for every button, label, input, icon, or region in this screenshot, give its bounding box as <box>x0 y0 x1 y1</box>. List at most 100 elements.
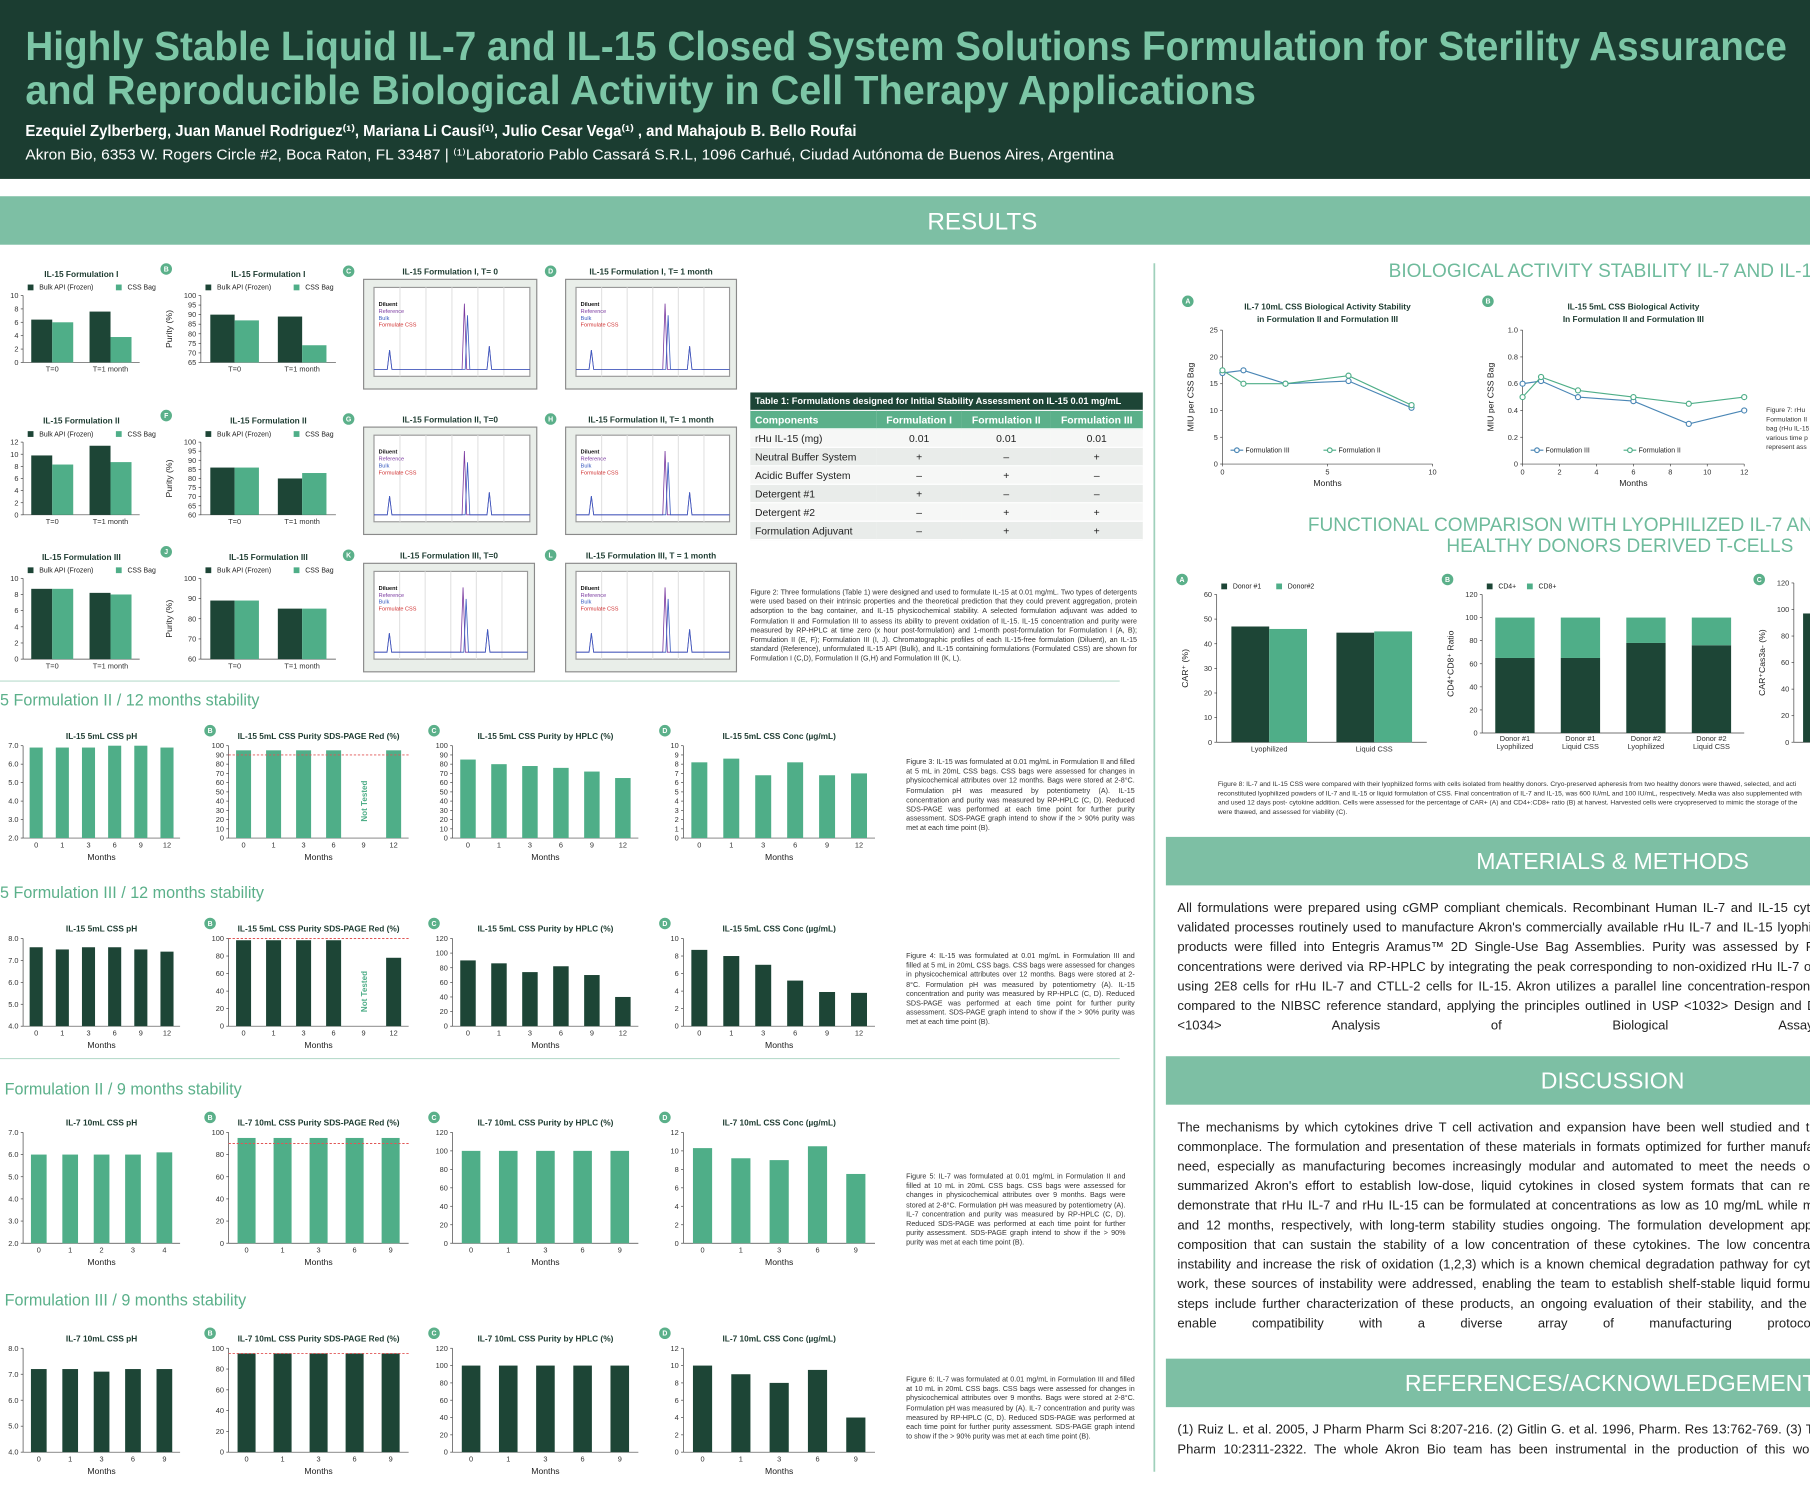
x-tick-label: Lyophilized <box>1628 742 1665 751</box>
x-tick-label: Donor #1 <box>1500 734 1530 743</box>
y-tick-label: 25 <box>1210 326 1218 335</box>
y-tick-label: 40 <box>216 1406 224 1415</box>
references-text: (1) Ruiz L. et al. 2005, J Pharm Pharm S… <box>1177 1423 1810 1438</box>
panel-letter: H <box>548 416 553 423</box>
y-tick-label: 60 <box>216 1172 224 1181</box>
x-tick-label: 2 <box>1557 467 1561 476</box>
bar <box>52 588 74 660</box>
panel-letter: B <box>164 266 169 273</box>
bar <box>498 1150 518 1244</box>
table-cell: + <box>1050 447 1143 467</box>
y-tick-label: 20 <box>216 815 224 824</box>
y-tick-label: 100 <box>436 1361 448 1370</box>
x-tick-label: Liquid CSS <box>1693 742 1730 751</box>
legend-swatch <box>293 431 300 437</box>
y-tick-label: 60 <box>1204 590 1212 599</box>
chromatogram-legend: Reference <box>379 593 405 599</box>
legend-swatch <box>27 567 34 574</box>
x-tick-label: 1 <box>281 1454 285 1463</box>
legend-marker <box>1627 447 1633 454</box>
panel-letter: B <box>1485 299 1490 306</box>
x-tick-label: 0 <box>697 1028 701 1037</box>
x-tick-label: 3 <box>302 1028 306 1037</box>
y-tick-label: 6 <box>675 1396 679 1405</box>
y-tick-label: 90 <box>188 594 196 603</box>
x-tick-label: 0 <box>37 1245 41 1254</box>
chart-title: IL-15 5mL CSS Conc (µg/mL) <box>722 924 836 934</box>
x-tick-label: 0 <box>245 1454 249 1463</box>
table-row: Acidic Buffer System – + – <box>750 465 1143 485</box>
bar <box>31 319 53 363</box>
bar <box>134 745 148 839</box>
formulation-table: Table 1: Formulations designed for Initi… <box>750 392 1143 541</box>
bar <box>691 949 708 1027</box>
chromatogram-legend: Formulate CSS <box>581 323 619 329</box>
legend-label: Bulk API (Frozen) <box>217 431 271 438</box>
y-tick-label: 7 <box>675 769 679 778</box>
bar <box>1269 628 1308 743</box>
y-tick-label: 0.6 <box>1508 379 1518 388</box>
y-axis-label: Purity (%) <box>164 459 174 497</box>
y-tick-label: 80 <box>216 760 224 769</box>
bar <box>553 966 569 1027</box>
x-axis-label: Months <box>765 1040 794 1050</box>
panel-letter-badge <box>659 917 671 930</box>
panel-letter-badge <box>160 546 172 558</box>
bar-segment <box>1495 617 1535 658</box>
panel-letter: F <box>164 413 168 420</box>
chromatogram-legend: Diluent <box>379 302 398 308</box>
y-tick-label: 40 <box>1469 682 1477 691</box>
bar <box>536 1365 555 1453</box>
x-tick-label: 12 <box>619 1028 627 1037</box>
y-tick-label: 0 <box>1473 729 1477 738</box>
y-tick-label: 8.0 <box>8 934 18 943</box>
section-band <box>1165 1358 1810 1408</box>
panel-letter-badge <box>428 917 440 930</box>
legend-label: CSS Bag <box>305 431 334 438</box>
y-tick-label: 12 <box>671 1344 679 1353</box>
y-tick-label: 5.0 <box>8 1000 18 1009</box>
legend-label: CSS Bag <box>127 285 156 292</box>
panel-letter-badge <box>659 724 671 737</box>
chart-title: in Formulation II and Formulation III <box>1257 314 1398 324</box>
bar <box>691 762 708 839</box>
panel-letter: C <box>346 269 351 276</box>
x-tick-label: 0 <box>34 1028 38 1037</box>
y-tick-label: 60 <box>1781 658 1789 667</box>
x-tick-label: Donor #2 <box>1696 734 1726 743</box>
section-title: MATERIALS & METHODS <box>1476 848 1749 874</box>
x-axis-label: Months <box>304 1466 333 1476</box>
table-row: rHu IL-15 (mg) 0.01 0.01 0.01 <box>750 428 1143 448</box>
bar <box>52 322 74 363</box>
y-tick-label: 8 <box>675 1378 679 1387</box>
x-tick-label: T=1 month <box>284 365 319 374</box>
panel-letter: C <box>432 1115 437 1122</box>
bar <box>302 345 327 363</box>
y-tick-label: 4 <box>675 1202 679 1211</box>
x-tick-label: 1 <box>739 1454 743 1463</box>
figure-caption: bag (rHu IL-15 <box>1766 425 1810 433</box>
panel-letter-badge <box>428 724 440 737</box>
chromatogram-title: IL-15 Formulation II, T=0 <box>402 414 498 424</box>
x-tick-label: 9 <box>590 840 594 849</box>
y-tick-label: 120 <box>436 1128 448 1137</box>
y-tick-label: 85 <box>188 320 196 329</box>
x-tick-label: 8 <box>1668 467 1672 476</box>
chart-title: IL-7 10mL CSS Purity by HPLC (%) <box>477 1117 613 1127</box>
y-tick-label: 60 <box>440 978 448 987</box>
bar <box>108 745 122 839</box>
table-title: Table 1: Formulations designed for Initi… <box>750 392 1143 411</box>
bar <box>125 1369 141 1453</box>
y-tick-label: 0 <box>675 1022 679 1031</box>
x-tick-label: 3 <box>317 1454 321 1463</box>
y-axis-label: Purity (%) <box>164 310 174 348</box>
legend-label: CSS Bag <box>127 431 156 438</box>
legend-label: Bulk API (Frozen) <box>39 285 93 292</box>
table-header: Formulation I <box>876 410 962 430</box>
y-tick-label: 0 <box>220 1239 224 1248</box>
legend-label: CD4+ <box>1498 584 1516 591</box>
methods-text: All formulations were prepared using cGM… <box>1177 901 1810 916</box>
x-axis-label: Months <box>87 1040 116 1050</box>
